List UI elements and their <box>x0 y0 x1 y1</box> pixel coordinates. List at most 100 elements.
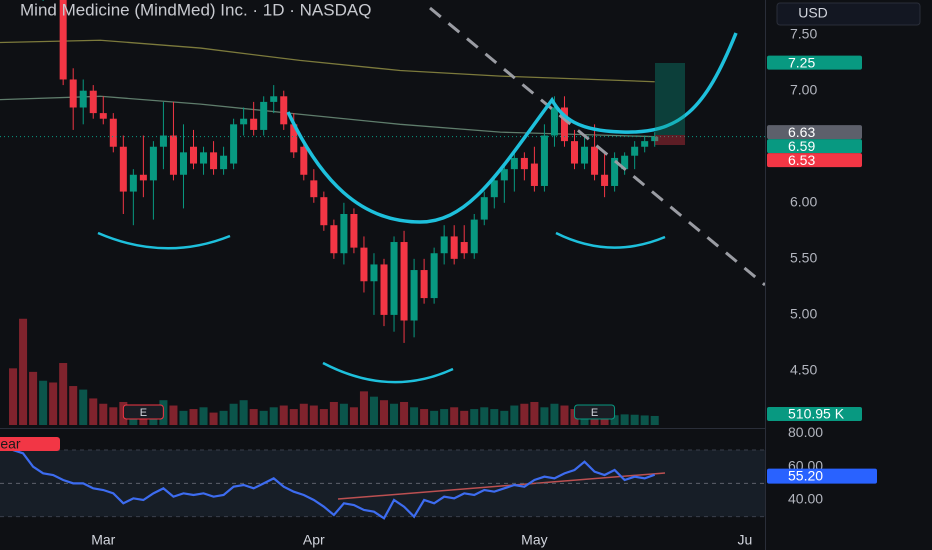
volume-bar <box>500 410 509 425</box>
x-tick-label: Apr <box>303 532 325 548</box>
volume-bar <box>560 405 569 425</box>
price-tag <box>767 153 862 168</box>
legend-label: Bear <box>0 436 21 452</box>
candle-body <box>440 236 448 254</box>
candle-body <box>400 242 408 321</box>
axis-labels: 4.50 5.00 5.50 6.00 7.00 7.50 7.25 6.636.596.53… <box>767 25 877 507</box>
volume-bar <box>9 368 18 425</box>
y-tick-label: 6.00 <box>790 193 817 209</box>
volume-bar <box>390 403 399 425</box>
volume-bar <box>109 407 118 425</box>
y-tick-label: 5.50 <box>790 250 817 266</box>
position-stop <box>655 135 685 145</box>
volume-bar <box>269 407 278 425</box>
candle-body <box>530 163 538 186</box>
rsi-pane: Bear <box>0 436 765 520</box>
volume-bar <box>79 389 88 425</box>
y-tick-label: 4.50 <box>790 362 817 378</box>
rsi-tag <box>767 468 877 484</box>
candle-body <box>500 169 508 181</box>
x-tick-label: May <box>521 532 547 548</box>
candle-body <box>89 90 97 114</box>
volume-bar <box>359 391 368 425</box>
candle-body <box>390 242 398 315</box>
candle-body <box>109 118 117 147</box>
moving-average <box>0 95 655 138</box>
candle-body <box>470 219 478 254</box>
candle-body <box>560 107 568 142</box>
volume-bar <box>49 382 58 425</box>
price-tag <box>767 125 862 140</box>
candle-body <box>450 236 458 259</box>
candle-body <box>79 90 87 108</box>
volume-bar <box>349 407 358 425</box>
drawings <box>97 6 765 384</box>
candle-body <box>340 214 348 254</box>
candle-body <box>200 152 208 164</box>
rsi-tag-label: 55.20 <box>788 467 823 483</box>
volume-bar <box>640 415 649 425</box>
volume-bar <box>239 400 248 425</box>
candle-body <box>651 136 659 142</box>
price-tag-label: 6.53 <box>788 152 815 168</box>
arc-drawing <box>97 231 231 250</box>
price-tag <box>767 55 862 70</box>
volume-bar <box>440 409 449 425</box>
volume-bar <box>169 405 178 425</box>
candle-body <box>320 197 328 226</box>
volume-bar <box>480 407 489 425</box>
candle-body <box>179 152 187 175</box>
candle-body <box>631 146 639 156</box>
candle-body <box>310 180 318 198</box>
volume-bar <box>520 403 529 425</box>
earnings-label: E <box>140 407 147 419</box>
candle-body <box>420 270 428 299</box>
candle-body <box>290 124 298 153</box>
candle-body <box>240 118 248 125</box>
candle-body <box>490 180 498 198</box>
volume-bar <box>410 407 419 425</box>
rsi-tick-label: 40.00 <box>788 491 823 507</box>
candle-body <box>520 157 528 170</box>
candle-body <box>350 214 358 248</box>
candle-body <box>581 146 589 164</box>
candle-body <box>510 157 518 170</box>
volume-bar <box>189 409 198 425</box>
volume-bar <box>339 403 348 425</box>
cup-drawing <box>286 32 738 224</box>
volume-bar <box>550 403 559 425</box>
price-axis <box>765 0 932 550</box>
volume-bar <box>369 396 378 425</box>
volume-bar <box>249 409 258 425</box>
price-pane <box>0 0 765 343</box>
volume-bar <box>430 410 439 425</box>
candle-body <box>59 0 67 80</box>
volume-bar <box>470 409 479 425</box>
volume-bar <box>69 386 78 425</box>
candle-body <box>611 157 619 186</box>
volume-bar <box>510 405 519 425</box>
volume-bar <box>209 412 218 425</box>
candle-body <box>460 242 468 254</box>
trend-line <box>429 6 765 287</box>
moving-average <box>0 39 655 83</box>
candle-body <box>189 146 198 164</box>
volume-bar <box>229 403 238 425</box>
volume-bar <box>650 415 659 425</box>
x-tick-label: Ju <box>738 532 753 548</box>
rsi-band <box>0 450 765 517</box>
arc-drawing <box>322 361 454 384</box>
volume-bar <box>620 414 629 425</box>
volume-bar <box>379 400 389 425</box>
currency-box[interactable] <box>776 2 921 26</box>
earnings-marker <box>574 404 616 420</box>
candle-body <box>570 141 579 164</box>
volume-bar <box>309 405 318 425</box>
volume-bar <box>289 409 298 425</box>
volume-bar <box>530 401 539 425</box>
x-tick-label: Mar <box>91 532 115 548</box>
candle-body <box>380 264 388 315</box>
volume-bar <box>29 371 38 425</box>
volume-bar <box>219 410 228 425</box>
